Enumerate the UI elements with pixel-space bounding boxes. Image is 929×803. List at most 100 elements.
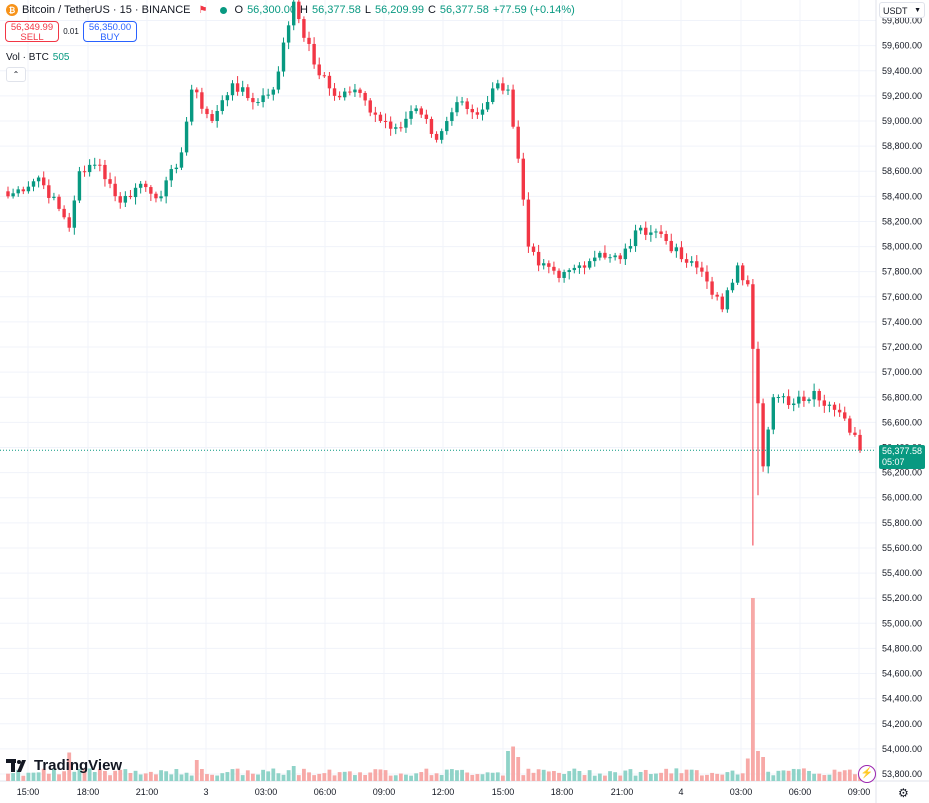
candle-body — [87, 164, 92, 173]
volume-bar — [52, 769, 56, 781]
tradingview-mark-icon — [6, 758, 26, 772]
sell-button[interactable]: 56,349.99 SELL — [5, 21, 59, 43]
candle-body — [669, 240, 673, 252]
volume-bar — [710, 772, 714, 781]
candle-body — [205, 108, 209, 115]
candle-body — [200, 92, 204, 109]
volume-legend[interactable]: Vol · BTC 505 — [6, 52, 70, 63]
volume-bar — [57, 774, 61, 781]
volume-bar — [633, 775, 638, 781]
volume-bar — [495, 772, 500, 781]
volume-bar — [434, 773, 439, 781]
candle-body — [414, 108, 418, 112]
candle-body — [740, 265, 745, 281]
candle-body — [771, 397, 775, 430]
volume-bar — [725, 772, 730, 781]
price-tick-label: 56,600.00 — [882, 417, 922, 427]
price-tick-label: 55,200.00 — [882, 593, 922, 603]
candle-body — [6, 191, 10, 197]
volume-bar — [261, 769, 265, 781]
time-tick-label: 03:00 — [730, 787, 753, 797]
candle-body — [562, 272, 566, 278]
candle-body — [57, 196, 61, 209]
candles — [6, 0, 862, 546]
candle-body — [450, 112, 454, 122]
volume-bar — [159, 770, 163, 781]
chevron-up-icon: ⌃ — [12, 70, 20, 79]
candle-body — [128, 195, 133, 198]
volume-bar — [796, 769, 801, 781]
flag-icon[interactable]: ⚑ — [198, 4, 208, 16]
volume-bar — [623, 770, 628, 781]
symbol-title[interactable]: Bitcoin / TetherUS · 15 · BINANCE — [22, 4, 191, 16]
volume-bar — [286, 770, 291, 781]
candle-body — [133, 187, 138, 198]
candle-body — [378, 114, 383, 121]
volume-bar — [179, 774, 184, 781]
candle-body — [792, 403, 796, 406]
candle-body — [501, 83, 505, 91]
candle-body — [429, 118, 434, 134]
lightning-icon[interactable]: ⚡ — [858, 765, 876, 783]
currency-selector[interactable]: USDT ▼ — [879, 2, 925, 18]
collapse-legend-button[interactable]: ⌃ — [6, 67, 26, 82]
volume-bar — [169, 774, 174, 781]
price-axis[interactable]: 53,800.00 54,000.00 54,200.00 54,400.00 54,6… — [882, 16, 922, 779]
volume-bar — [506, 751, 510, 781]
volume-bar — [812, 773, 817, 781]
candle-body — [307, 37, 311, 44]
volume-bar — [404, 774, 408, 781]
candle-body — [343, 91, 347, 98]
candle-body — [776, 397, 781, 399]
candle-body — [439, 131, 444, 140]
candle-body — [11, 193, 15, 197]
candle-body — [281, 42, 286, 72]
volume-bar — [388, 775, 393, 781]
volume-bar — [271, 768, 276, 781]
volume-bar — [449, 769, 454, 781]
price-tick-label: 55,800.00 — [882, 518, 922, 528]
time-axis[interactable]: 15:00 18:00 21:00 3 03:00 06:00 09:00 12:00 15:0… — [17, 787, 871, 797]
volume-bar — [113, 770, 118, 781]
volume-bar — [302, 768, 306, 781]
candle-body — [817, 390, 821, 401]
change-value: +77.59 (+0.14%) — [492, 4, 575, 16]
volume-bar — [511, 746, 515, 781]
volume-bar — [31, 772, 36, 781]
candle-body — [424, 114, 429, 119]
volume-bar — [11, 773, 16, 781]
candle-body — [47, 185, 51, 198]
price-tick-label: 54,800.00 — [882, 643, 922, 653]
chevron-down-icon: ▼ — [914, 7, 921, 14]
candle-body — [837, 409, 842, 413]
volume-bar — [347, 771, 352, 781]
volume-bar — [791, 768, 796, 781]
volume-bar — [393, 775, 398, 781]
volume-bar — [715, 773, 720, 781]
candle-body — [496, 83, 500, 89]
volume-bar — [87, 768, 92, 781]
volume-bar — [414, 773, 419, 781]
candle-body — [67, 217, 71, 228]
price-tick-label: 57,600.00 — [882, 292, 922, 302]
volume-bar — [383, 770, 388, 781]
candle-body — [511, 89, 515, 127]
volume-bar — [276, 773, 281, 781]
volume-bar — [424, 768, 429, 781]
candle-body — [781, 396, 786, 398]
volume-bar — [832, 769, 837, 781]
candle-body — [659, 231, 663, 235]
candle-body — [832, 404, 837, 410]
volume-bar — [577, 770, 582, 781]
candle-body — [358, 89, 362, 93]
candle-body — [751, 284, 755, 349]
gear-icon[interactable]: ⚙ — [898, 786, 909, 800]
tradingview-logo[interactable]: TradingView — [6, 757, 122, 774]
buy-button[interactable]: 56,350.00 BUY — [83, 21, 137, 43]
time-tick-label: 03:00 — [255, 787, 278, 797]
volume-bar — [603, 775, 607, 781]
volume-bar — [72, 771, 77, 781]
candle-body — [179, 152, 184, 168]
